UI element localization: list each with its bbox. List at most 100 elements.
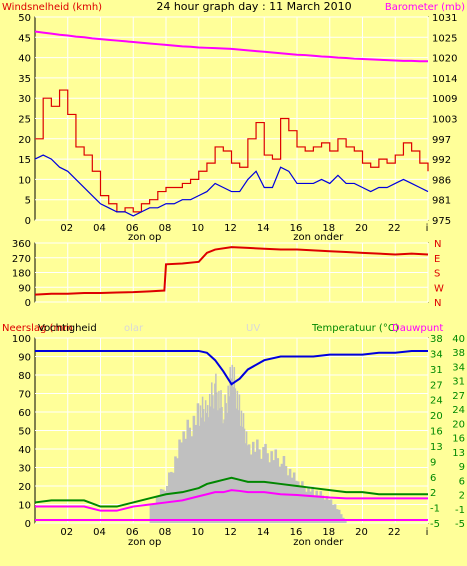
- y-tick-label-humidity: 50: [18, 427, 31, 438]
- y3-tick-label-temperature: 20: [452, 419, 465, 430]
- solar-bar: [241, 426, 244, 523]
- x-tick-label-bottom: 18: [322, 527, 335, 538]
- y3-tick-label-temperature: 40: [452, 334, 465, 345]
- x-tick-label-top: 14: [257, 223, 270, 234]
- solar-bar: [159, 488, 163, 523]
- solar-bar: [344, 519, 347, 523]
- solar-bar: [339, 514, 343, 523]
- solar-bar: [242, 413, 245, 523]
- solar-bar: [231, 364, 234, 523]
- solar-bar: [196, 403, 200, 523]
- solar-bar: [149, 505, 153, 523]
- compass-label: S: [434, 269, 440, 280]
- solar-bar: [233, 367, 236, 523]
- sunrise-label: zon op: [128, 537, 161, 548]
- solar-bar: [245, 431, 248, 523]
- x-tick-label-top: 12: [224, 223, 237, 234]
- temperature-axis-title: Temperatuur (°C): [311, 323, 399, 334]
- x-tick-label-top: i: [426, 223, 429, 234]
- solar-bar: [272, 460, 275, 523]
- solar-bar: [204, 400, 207, 523]
- solar-bar: [270, 451, 273, 523]
- solar-bar: [274, 449, 278, 523]
- solar-bar: [176, 458, 179, 523]
- x-tick-label-bottom: 02: [60, 527, 73, 538]
- solar-bar: [290, 477, 294, 523]
- uv-axis-title: UV: [246, 323, 260, 334]
- solar-bar: [317, 495, 321, 523]
- y3-tick-label-temperature: 24: [452, 405, 465, 416]
- y-tick-label-direction: 0: [25, 298, 31, 309]
- y-tick-label-wind: 15: [18, 155, 31, 166]
- solar-bar: [161, 489, 165, 523]
- y2-tick-label-temperature: 13: [430, 442, 443, 453]
- solar-bar: [200, 417, 203, 523]
- solar-bar: [292, 472, 296, 523]
- solar-bar: [166, 486, 169, 523]
- solar-bar: [215, 373, 217, 523]
- solar-bar: [313, 495, 316, 523]
- x-tick-label-top: 22: [388, 223, 401, 234]
- solar-bar: [211, 382, 213, 523]
- solar-bar: [249, 454, 253, 523]
- y2-tick-label-temperature: 34: [430, 349, 443, 360]
- y2-tick-label-barometer: 1003: [432, 115, 457, 126]
- solar-bar: [331, 504, 335, 523]
- solar-bar: [244, 443, 247, 523]
- x-tick-label-top: 20: [355, 223, 368, 234]
- solar-bar: [258, 449, 261, 523]
- y2-tick-label-barometer: 981: [432, 196, 451, 207]
- solar-bar: [210, 406, 212, 523]
- solar-bar: [223, 419, 225, 523]
- solar-bar: [157, 497, 161, 523]
- solar-bar: [309, 491, 312, 523]
- solar-bar: [201, 396, 204, 523]
- solar-bar: [335, 509, 339, 523]
- x-tick-label-top: 18: [322, 223, 335, 234]
- y-tick-label-humidity: 40: [18, 445, 31, 456]
- rain-axis-title: Neerslag (mm: [2, 323, 73, 334]
- y2-tick-label-barometer: 997: [432, 135, 451, 146]
- y2-tick-label-temperature: 27: [430, 380, 443, 391]
- y-tick-label-humidity: 80: [18, 371, 31, 382]
- x-tick-label-top: 02: [60, 223, 73, 234]
- solar-bar: [178, 439, 181, 523]
- x-tick-label-top: 04: [93, 223, 106, 234]
- dewpoint-line: [35, 489, 428, 512]
- compass-label: E: [434, 254, 440, 265]
- x-tick-label-bottom: 16: [290, 527, 303, 538]
- solar-bar: [260, 458, 263, 523]
- x-tick-label-top: 06: [126, 223, 139, 234]
- y2-tick-label-temperature: 38: [430, 334, 443, 345]
- solar-bar: [301, 481, 304, 523]
- dewpoint-axis-title: Dauwpunt: [392, 323, 443, 334]
- compass-label: N: [434, 298, 441, 309]
- solar-bar: [247, 444, 251, 523]
- solar-bar: [219, 408, 221, 523]
- solar-bar: [205, 412, 208, 523]
- solar-bar: [232, 387, 235, 523]
- solar-bar: [282, 455, 286, 523]
- solar-bar: [239, 425, 242, 523]
- x-tick-label-top: 08: [159, 223, 172, 234]
- x-tick-label-top: 16: [290, 223, 303, 234]
- x-tick-label-bottom: 08: [159, 527, 172, 538]
- solar-bar: [246, 445, 249, 523]
- solar-bar: [315, 490, 318, 523]
- y2-tick-label-temperature: 24: [430, 396, 443, 407]
- y-tick-label-humidity: 100: [12, 334, 31, 345]
- solar-bar: [199, 405, 202, 523]
- chart-title: 24 hour graph day : 11 March 2010: [156, 0, 351, 13]
- solar-bar: [323, 499, 327, 523]
- y2-tick-label-temperature: -1: [430, 504, 440, 515]
- solar-bar: [230, 378, 232, 523]
- y3-tick-label-temperature: 2: [459, 491, 465, 502]
- solar-bar: [216, 392, 218, 523]
- y-tick-label-wind: 45: [18, 33, 31, 44]
- solar-bar: [192, 415, 196, 523]
- y-tick-label-wind: 25: [18, 115, 31, 126]
- y3-tick-label-temperature: 16: [452, 434, 465, 445]
- y2-tick-label-temperature: 16: [430, 427, 443, 438]
- solar-bar: [333, 504, 337, 523]
